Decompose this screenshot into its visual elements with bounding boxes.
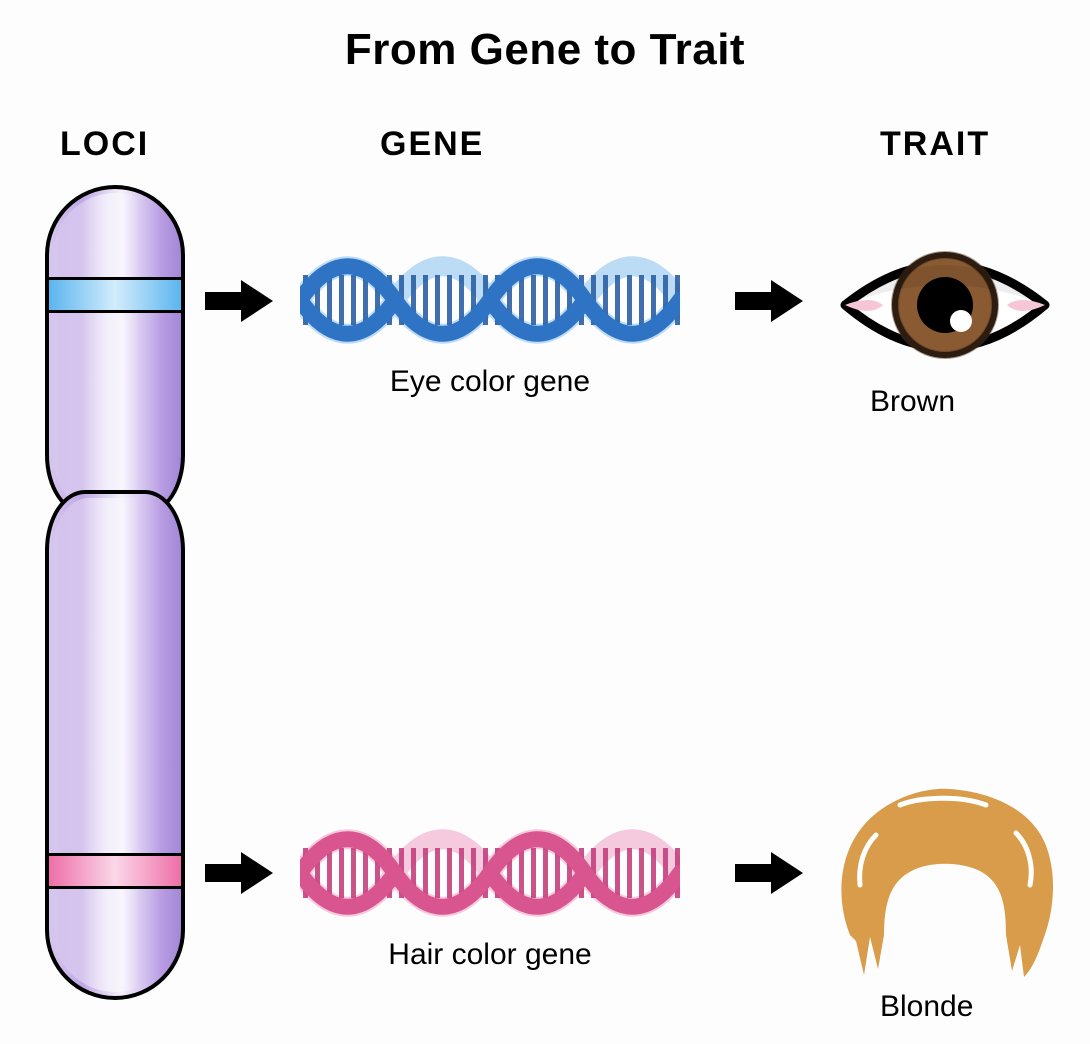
locus-band-hair [49,853,181,889]
gene-label-hair: Hair color gene [300,938,680,972]
arrow-icon [735,278,803,324]
dna-helix-eye [300,255,680,345]
chromosome-q-arm [45,490,185,1000]
trait-hair-icon [830,785,1060,980]
column-header-trait: TRAIT [880,125,990,164]
trait-label-eye: Brown [870,385,955,419]
trait-label-hair: Blonde [880,990,973,1024]
arrow-icon [205,278,273,324]
arrow-icon [205,850,273,896]
chromosome [45,185,185,1000]
chromosome-p-arm [45,185,185,515]
column-header-loci: LOCI [60,125,149,164]
trait-eye-icon [835,235,1055,375]
dna-helix-hair [300,828,680,918]
arrow-icon [735,850,803,896]
locus-band-eye [49,277,181,313]
gene-label-eye: Eye color gene [300,365,680,399]
column-header-gene: GENE [380,125,484,164]
page-title: From Gene to Trait [0,25,1090,75]
